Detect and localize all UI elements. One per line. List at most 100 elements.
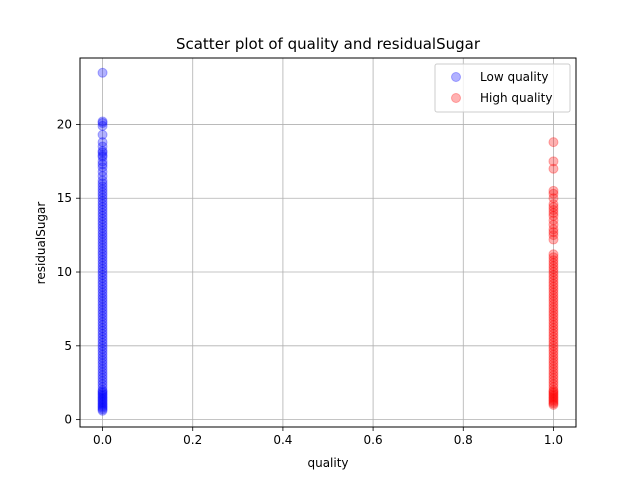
high-quality-point: [548, 382, 559, 393]
low-quality-point: [97, 364, 108, 375]
low-quality-point: [97, 207, 108, 218]
high-quality-point: [548, 207, 559, 218]
low-quality-point: [97, 361, 108, 372]
x-tick-label: 0.6: [364, 433, 383, 447]
legend-marker-high-quality: [451, 93, 461, 103]
low-quality-point: [97, 391, 108, 402]
low-quality-point: [97, 267, 108, 278]
high-quality-point: [548, 287, 559, 298]
axis-ticks: 0.0 0.2 0.4 0.6 0.8 1.0 0 5 10 15 20: [57, 117, 563, 447]
low-quality-point: [97, 222, 108, 233]
high-quality-point: [548, 379, 559, 390]
low-quality-point: [97, 187, 108, 198]
high-quality-point: [548, 340, 559, 351]
high-quality-point: [548, 373, 559, 384]
low-quality-point: [97, 228, 108, 239]
high-quality-point: [548, 385, 559, 396]
x-tick-label: 0.2: [183, 433, 202, 447]
low-quality-point: [97, 116, 108, 127]
high-quality-point: [548, 215, 559, 226]
x-tick-label: 1.0: [544, 433, 563, 447]
low-quality-point: [97, 343, 108, 354]
y-tick-label: 20: [57, 117, 72, 131]
legend-marker-low-quality: [451, 72, 461, 82]
low-quality-point: [97, 178, 108, 189]
low-quality-point: [97, 216, 108, 227]
high-quality-point: [548, 202, 559, 213]
high-quality-point: [548, 255, 559, 266]
high-quality-point: [548, 272, 559, 283]
low-quality-point: [97, 166, 108, 177]
high-quality-point: [548, 281, 559, 292]
low-quality-point: [97, 392, 108, 403]
low-quality-point: [97, 147, 108, 158]
low-quality-point: [97, 261, 108, 272]
low-quality-point: [97, 284, 108, 295]
high-quality-point: [548, 210, 559, 221]
low-quality-point: [97, 396, 108, 407]
high-quality-point: [548, 396, 559, 407]
low-quality-point: [97, 376, 108, 387]
high-quality-point: [548, 278, 559, 289]
low-quality-point: [97, 401, 108, 412]
low-quality-point: [97, 404, 108, 415]
high-quality-point: [548, 326, 559, 337]
low-quality-point: [97, 302, 108, 313]
low-quality-point: [97, 120, 108, 131]
high-quality-point: [548, 370, 559, 381]
high-quality-point: [548, 331, 559, 342]
low-quality-point: [97, 382, 108, 393]
low-quality-point: [97, 184, 108, 195]
low-quality-point: [97, 393, 108, 404]
low-quality-point: [97, 358, 108, 369]
low-quality-point: [97, 326, 108, 337]
low-quality-point: [97, 159, 108, 170]
low-quality-point: [97, 399, 108, 410]
legend-label-low-quality: Low quality: [480, 70, 549, 84]
low-quality-point: [97, 190, 108, 201]
low-quality-point: [97, 249, 108, 260]
legend: Low quality High quality: [434, 63, 571, 113]
low-quality-point: [97, 314, 108, 325]
high-quality-point: [548, 329, 559, 340]
high-quality-point: [548, 224, 559, 235]
high-quality-point: [548, 395, 559, 406]
high-quality-point: [548, 361, 559, 372]
high-quality-point: [548, 391, 559, 402]
low-quality-point: [97, 225, 108, 236]
x-tick-label: 0.4: [273, 433, 292, 447]
high-quality-point: [548, 388, 559, 399]
high-quality-point: [548, 305, 559, 316]
low-quality-point: [97, 240, 108, 251]
low-quality-point: [97, 320, 108, 331]
low-quality-point: [97, 373, 108, 384]
high-quality-point: [548, 261, 559, 272]
x-axis-label: quality: [307, 456, 348, 470]
low-quality-point: [97, 234, 108, 245]
low-quality-point: [97, 175, 108, 186]
high-quality-point: [548, 219, 559, 230]
low-quality-point: [97, 323, 108, 334]
low-quality-point: [97, 129, 108, 140]
high-quality-point: [548, 264, 559, 275]
low-quality-point: [97, 243, 108, 254]
high-quality-point: [548, 334, 559, 345]
low-quality-point: [97, 334, 108, 345]
low-quality-point: [97, 296, 108, 307]
high-quality-point: [548, 249, 559, 260]
low-quality-point: [97, 290, 108, 301]
low-quality-point: [97, 402, 108, 413]
low-quality-point: [97, 258, 108, 269]
low-quality-point: [97, 367, 108, 378]
low-quality-point: [97, 156, 108, 167]
legend-label-high-quality: High quality: [480, 91, 552, 105]
high-quality-point: [548, 258, 559, 269]
low-quality-point: [97, 162, 108, 173]
low-quality-point: [97, 205, 108, 216]
high-quality-point: [548, 290, 559, 301]
low-quality-point: [97, 293, 108, 304]
low-quality-point: [97, 67, 108, 78]
high-quality-point: [548, 205, 559, 216]
low-quality-point: [97, 171, 108, 182]
low-quality-point: [97, 395, 108, 406]
